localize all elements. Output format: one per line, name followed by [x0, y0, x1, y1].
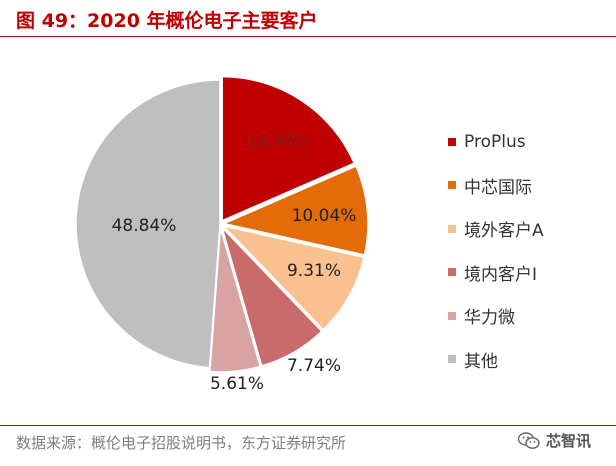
legend-item: 中芯国际	[448, 164, 544, 208]
legend-label: 境外客户A	[464, 221, 544, 242]
pie-slice-6	[75, 79, 221, 369]
legend-label: 华力微	[464, 308, 515, 329]
legend-item: 境内客户I	[448, 251, 544, 295]
slice-data-label: 18.46%	[247, 132, 312, 152]
title-divider	[0, 36, 616, 37]
pie-slice-2	[221, 165, 369, 256]
source-note: 数据来源：概伦电子招股说明书，东方证券研究所	[16, 434, 347, 452]
slice-data-label: 9.31%	[287, 261, 341, 281]
slice-data-label: 7.74%	[287, 356, 341, 376]
legend-label: ProPlus	[464, 131, 526, 152]
legend-swatch	[448, 181, 456, 190]
wechat-icon	[518, 431, 540, 449]
pie-slice-4	[221, 226, 323, 367]
source-divider	[0, 425, 616, 426]
slice-data-label: 48.84%	[112, 216, 177, 236]
legend-item: 境外客户A	[448, 207, 544, 251]
legend-swatch	[448, 224, 456, 233]
legend-swatch	[448, 311, 456, 320]
legend-swatch	[448, 355, 456, 364]
slice-data-label: 5.61%	[210, 374, 264, 394]
legend-label: 境内客户I	[464, 264, 538, 285]
legend-item: ProPlus	[448, 120, 544, 164]
watermark-text: 芯智讯	[546, 432, 592, 450]
legend: ProPlus 中芯国际境外客户A 境内客户I 华力微其他	[448, 120, 544, 381]
pie-slice-1	[221, 75, 356, 222]
legend-swatch	[448, 268, 456, 277]
legend-label: 中芯国际	[464, 177, 532, 198]
pie-slice-5	[209, 227, 262, 373]
legend-item: 其他	[448, 338, 544, 382]
legend-swatch	[448, 137, 456, 146]
legend-label: 其他	[464, 351, 498, 372]
slice-data-label: 10.04%	[292, 206, 357, 226]
legend-item: 华力微	[448, 294, 544, 338]
pie-slice-3	[221, 224, 365, 331]
chart-title: 图 49：2020 年概伦电子主要客户	[16, 10, 318, 32]
watermark: 芯智讯	[518, 430, 591, 451]
